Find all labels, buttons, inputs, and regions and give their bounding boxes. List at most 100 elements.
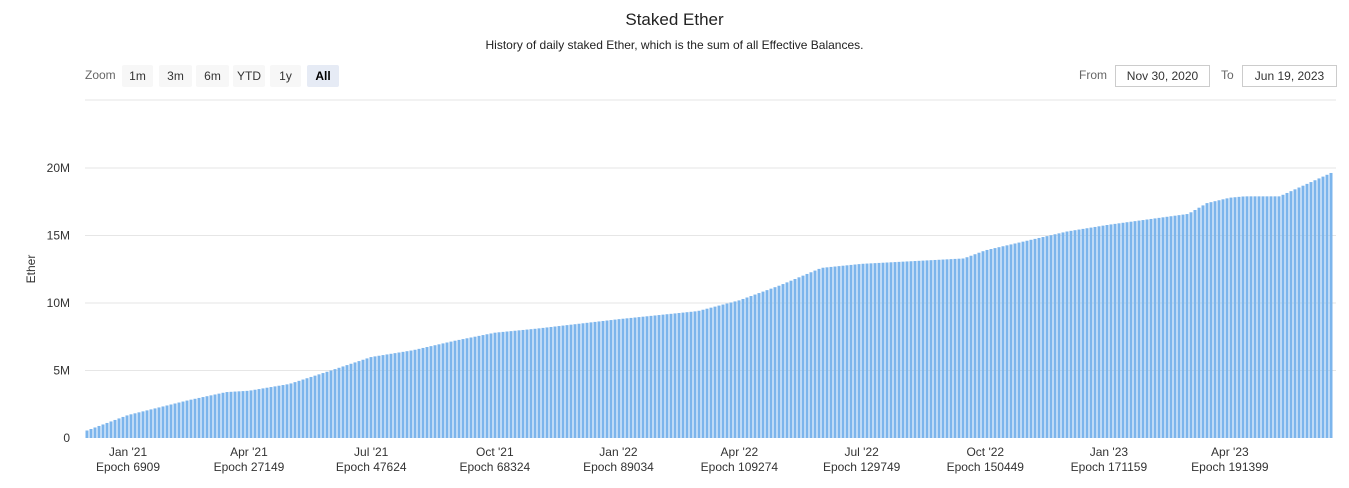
chart-subtitle: History of daily staked Ether, which is … — [485, 38, 864, 52]
bar — [105, 422, 109, 438]
bar — [805, 273, 809, 438]
bar — [285, 384, 289, 438]
bar — [1093, 226, 1097, 438]
bar — [605, 320, 609, 438]
zoom-6m-button[interactable]: 6m — [196, 65, 229, 87]
bar — [369, 357, 373, 438]
bar — [1285, 192, 1289, 438]
bar — [957, 258, 961, 438]
bar — [189, 399, 193, 438]
zoom-1y-button[interactable]: 1y — [270, 65, 301, 87]
bar — [833, 266, 837, 438]
bar — [613, 319, 617, 438]
bar — [1297, 187, 1301, 438]
bar — [309, 376, 313, 438]
zoom-3m-button[interactable]: 3m — [159, 65, 192, 87]
bar — [1305, 183, 1309, 438]
bar — [149, 409, 153, 438]
bar — [273, 386, 277, 438]
bar — [785, 282, 789, 438]
zoom-all-button[interactable]: All — [307, 65, 339, 87]
bar — [581, 323, 585, 438]
bar — [389, 353, 393, 438]
bar — [497, 332, 501, 438]
bar-series — [85, 172, 1333, 439]
bar — [597, 321, 601, 438]
zoom-label: Zoom — [85, 68, 116, 82]
bar — [909, 261, 913, 438]
bar — [573, 324, 577, 438]
bar — [545, 327, 549, 438]
bar — [961, 258, 965, 438]
bar — [629, 317, 633, 438]
bar — [625, 318, 629, 438]
bar — [1185, 214, 1189, 438]
bar — [657, 315, 661, 438]
bar — [1005, 245, 1009, 438]
bar — [689, 311, 693, 438]
bar — [1201, 205, 1205, 438]
bar — [569, 324, 573, 438]
bar — [181, 401, 185, 438]
bar — [637, 317, 641, 438]
bar — [1169, 216, 1173, 438]
bar — [817, 268, 821, 438]
bar — [441, 343, 445, 438]
bar — [1137, 220, 1141, 438]
bar — [1241, 196, 1245, 438]
range-to-input[interactable]: Jun 19, 2023 — [1242, 65, 1337, 87]
bar — [917, 260, 921, 438]
bar — [845, 265, 849, 438]
chart-title: Staked Ether — [625, 10, 724, 29]
bar — [341, 366, 345, 438]
bar — [1037, 237, 1041, 438]
x-tick-label: Jan '22 — [599, 445, 638, 459]
bar — [205, 396, 209, 438]
bar — [941, 259, 945, 438]
bar — [837, 266, 841, 438]
bar — [477, 335, 481, 438]
bar — [1221, 199, 1225, 438]
bar — [417, 348, 421, 438]
bar — [1105, 225, 1109, 438]
bar — [85, 430, 89, 438]
range-from-input[interactable]: Nov 30, 2020 — [1115, 65, 1210, 87]
bar — [325, 371, 329, 438]
bar — [881, 262, 885, 438]
y-axis-label: Ether — [24, 255, 38, 284]
bar — [1033, 238, 1037, 438]
zoom-ytd-button[interactable]: YTD — [233, 65, 265, 87]
bar — [741, 298, 745, 438]
bar — [617, 319, 621, 438]
bar — [921, 260, 925, 438]
bar — [661, 314, 665, 438]
bar — [1181, 214, 1185, 438]
bar — [117, 418, 121, 438]
bar — [457, 339, 461, 438]
bar — [1265, 196, 1269, 438]
bar — [889, 262, 893, 438]
x-tick-label: Apr '22 — [721, 445, 759, 459]
bar — [1025, 240, 1029, 438]
x-tick-epoch-label: Epoch 89034 — [583, 460, 654, 474]
bar — [121, 416, 125, 438]
bar — [437, 344, 441, 438]
bar — [1141, 220, 1145, 438]
bar — [365, 358, 369, 438]
bar — [1053, 234, 1057, 438]
bar — [357, 361, 361, 438]
bar — [493, 332, 497, 438]
bar — [353, 362, 357, 438]
bar — [697, 310, 701, 438]
zoom-1m-button[interactable]: 1m — [122, 65, 153, 87]
bar — [265, 387, 269, 438]
bar — [481, 335, 485, 438]
bar — [1289, 191, 1293, 438]
bar — [1113, 223, 1117, 438]
bar — [133, 413, 137, 438]
bar — [1325, 174, 1329, 438]
bar — [873, 263, 877, 438]
x-tick-label: Apr '21 — [230, 445, 268, 459]
x-tick-epoch-label: Epoch 68324 — [459, 460, 530, 474]
bar — [1261, 196, 1265, 438]
